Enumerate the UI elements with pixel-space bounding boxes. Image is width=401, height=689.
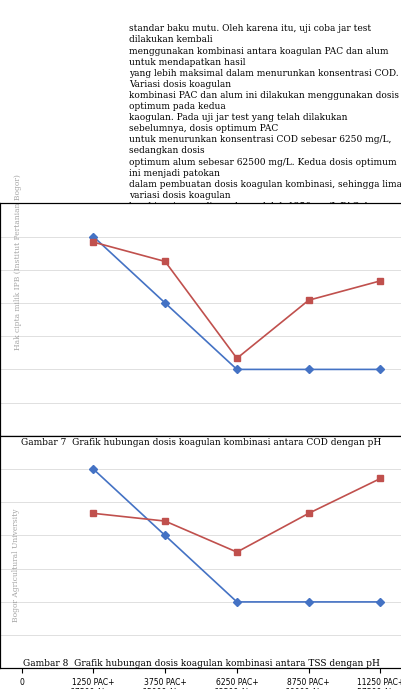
- Text: Gambar 8  Grafik hubungan dosis koagulan kombinasi antara TSS dengan pH: Gambar 8 Grafik hubungan dosis koagulan …: [22, 659, 379, 668]
- Text: Hak cipta milik IPB (Institut Pertanian Bogor): Hak cipta milik IPB (Institut Pertanian …: [14, 174, 22, 350]
- X-axis label: Dosis Koagulan Kombinasi (mg/ L): Dosis Koagulan Kombinasi (mg/ L): [117, 469, 284, 479]
- Text: Gambar 7  Grafik hubungan dosis koagulan kombinasi antara COD dengan pH: Gambar 7 Grafik hubungan dosis koagulan …: [21, 438, 380, 446]
- Text: Bogor Agricultural University: Bogor Agricultural University: [12, 508, 20, 621]
- Text: standar baku mutu. Oleh karena itu, uji coba jar test dilakukan kembali
mengguna: standar baku mutu. Oleh karena itu, uji …: [128, 24, 401, 267]
- Legend: pH, COD: pH, COD: [142, 502, 259, 520]
